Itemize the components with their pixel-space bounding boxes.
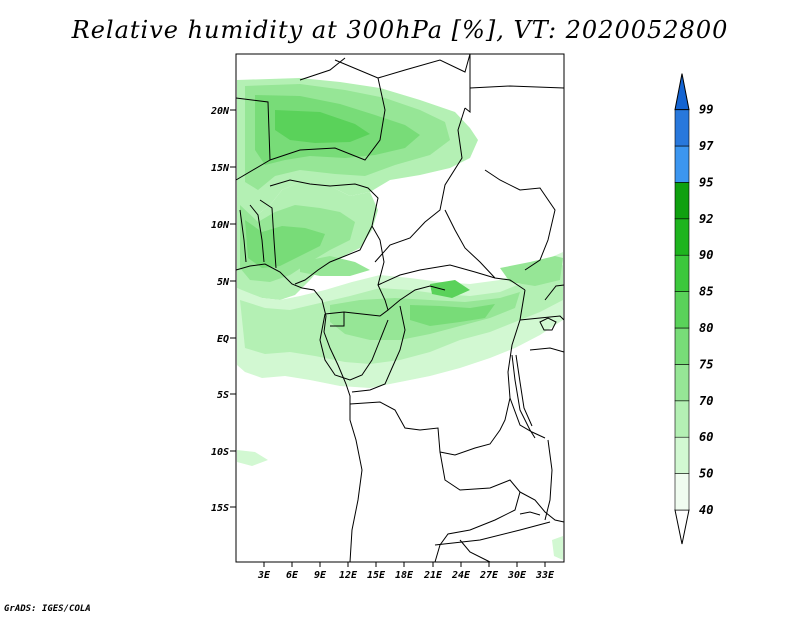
lon-label: 6E — [286, 570, 299, 581]
lat-label: 15N — [211, 163, 230, 174]
latitude-labels: 20N 15N 10N 5N EQ 5S 10S 15S — [210, 106, 230, 514]
colorbar-low-triangle — [674, 509, 690, 545]
colorbar-level-label: 75 — [699, 357, 713, 371]
lon-label: 33E — [535, 570, 555, 581]
lon-label: 15E — [367, 570, 386, 581]
lat-label: 10N — [211, 220, 230, 231]
lon-label: 21E — [423, 570, 443, 581]
lon-label: 27E — [479, 570, 499, 581]
lon-label: 3E — [257, 570, 271, 581]
lon-label: 30E — [507, 570, 527, 581]
colorbar-box — [674, 400, 690, 438]
lat-label: 10S — [211, 447, 229, 458]
lat-label: 5S — [217, 390, 229, 401]
lat-label: 20N — [210, 106, 230, 117]
colorbar-box — [674, 109, 690, 147]
colorbar-level-label: 80 — [699, 321, 713, 335]
colorbar-level-label: 50 — [699, 467, 713, 481]
lon-label: 18E — [395, 570, 414, 581]
colorbar-level-label: 99 — [699, 103, 713, 117]
lon-label: 24E — [451, 570, 471, 581]
colorbar-box — [674, 364, 690, 402]
longitude-labels: 3E 6E 9E 12E 15E 18E 21E 24E 27E 30E 33E — [257, 570, 555, 581]
colorbar-level-label: 60 — [699, 430, 713, 444]
lat-label: EQ — [217, 334, 229, 345]
map-title: Relative humidity at 300hPa [%], VT: 202… — [71, 16, 729, 44]
lon-label: 9E — [314, 570, 327, 581]
colorbar-box — [674, 254, 690, 292]
colorbar-level-label: 97 — [699, 139, 714, 153]
colorbar-box — [674, 327, 690, 365]
map-panel: 20N 15N 10N 5N EQ 5S 10S 15S 3E 6E 9E 12… — [210, 53, 565, 581]
colorbar-box — [674, 473, 690, 511]
colorbar-level-label: 85 — [699, 285, 713, 299]
colorbar-level-label: 40 — [699, 503, 713, 517]
colorbar-box — [674, 436, 690, 474]
colorbar-level-label: 90 — [699, 248, 713, 262]
lat-label: 5N — [217, 277, 230, 288]
colorbar-box — [674, 291, 690, 329]
colorbar-level-label: 92 — [699, 212, 713, 226]
axis-ticks — [230, 109, 546, 567]
country-borders — [235, 53, 565, 563]
colorbar-legend: 40 50 60 70 75 80 85 90 92 95 97 99 — [674, 73, 714, 545]
grads-credit: GrADS: IGES/COLA — [4, 604, 91, 614]
colorbar-level-label: 70 — [699, 394, 713, 408]
lat-label: 15S — [211, 503, 229, 514]
colorbar-box — [674, 145, 690, 183]
colorbar-level-label: 95 — [699, 175, 713, 189]
colorbar-high-triangle — [674, 73, 690, 111]
colorbar-box — [674, 218, 690, 256]
colorbar-box — [674, 182, 690, 220]
lon-label: 12E — [339, 570, 358, 581]
